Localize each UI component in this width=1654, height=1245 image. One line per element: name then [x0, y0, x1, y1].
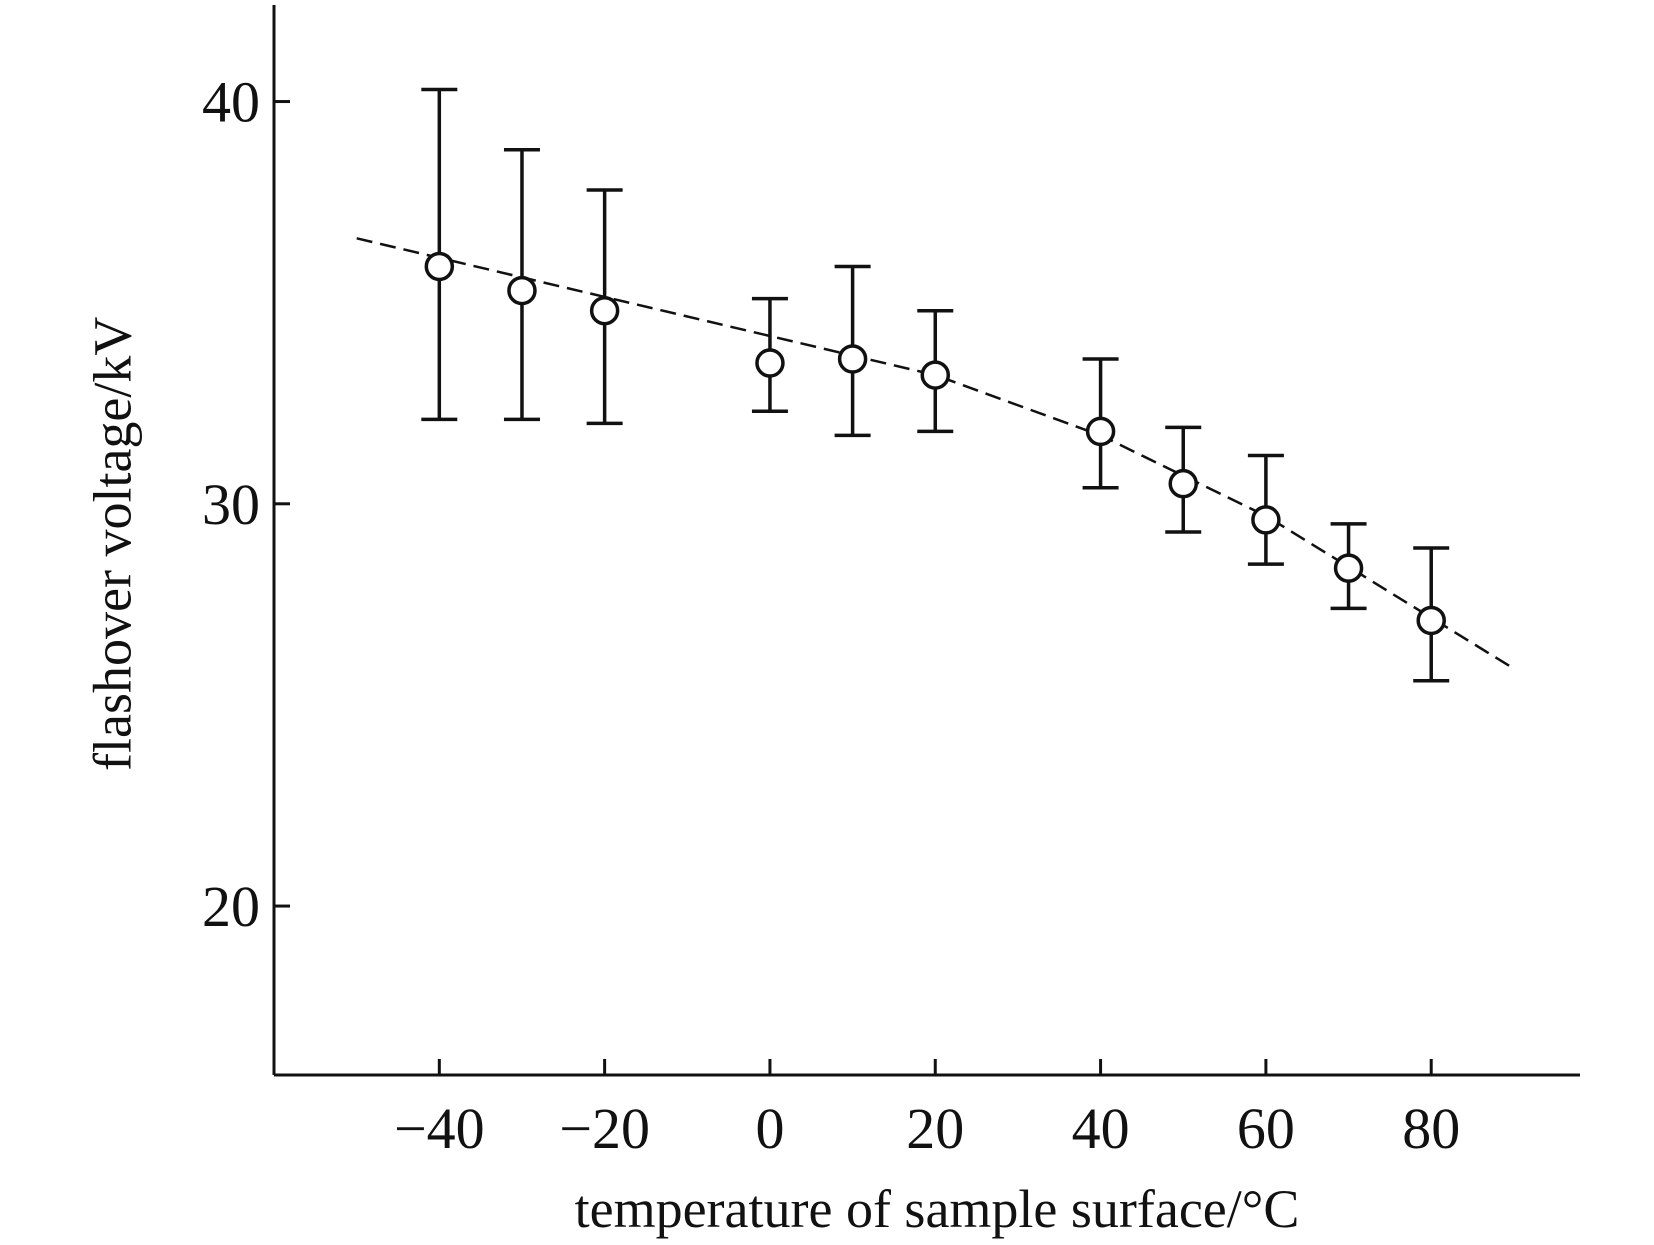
data-point-marker — [424, 251, 455, 282]
x-tick-label: 20 — [906, 1096, 964, 1161]
x-axis-label: temperature of sample surface/°C — [575, 1179, 1300, 1239]
trend-line — [356, 237, 1515, 670]
x-tick-label: 80 — [1402, 1096, 1460, 1161]
x-ticks: −40 −20 0 20 40 60 80 — [394, 1059, 1460, 1161]
data-point-marker — [920, 360, 951, 390]
y-ticks: 20 30 40 — [202, 70, 290, 939]
y-axis-label: flashover voltage/kV — [82, 317, 142, 771]
trend-line-group — [356, 237, 1515, 670]
x-tick-label: −40 — [394, 1096, 485, 1161]
y-tick-label: 20 — [202, 874, 260, 939]
axes — [272, 5, 1580, 1077]
x-tick-label: 40 — [1072, 1096, 1130, 1161]
data-point-marker — [755, 348, 785, 378]
data-point-marker — [1333, 553, 1364, 583]
x-tick-label: −20 — [559, 1096, 650, 1161]
data-point-marker — [1168, 468, 1198, 499]
data-points — [421, 87, 1450, 683]
x-tick-label: 60 — [1237, 1096, 1295, 1161]
y-tick-label: 30 — [202, 472, 260, 537]
data-point-marker — [589, 295, 620, 326]
data-point-marker — [837, 344, 868, 374]
data-point-marker — [1251, 505, 1281, 535]
data-point-marker — [1085, 416, 1116, 447]
x-tick-label: 0 — [755, 1096, 784, 1161]
data-point-marker — [1416, 605, 1446, 636]
y-tick-label: 40 — [202, 70, 260, 135]
data-point-marker — [507, 275, 537, 306]
